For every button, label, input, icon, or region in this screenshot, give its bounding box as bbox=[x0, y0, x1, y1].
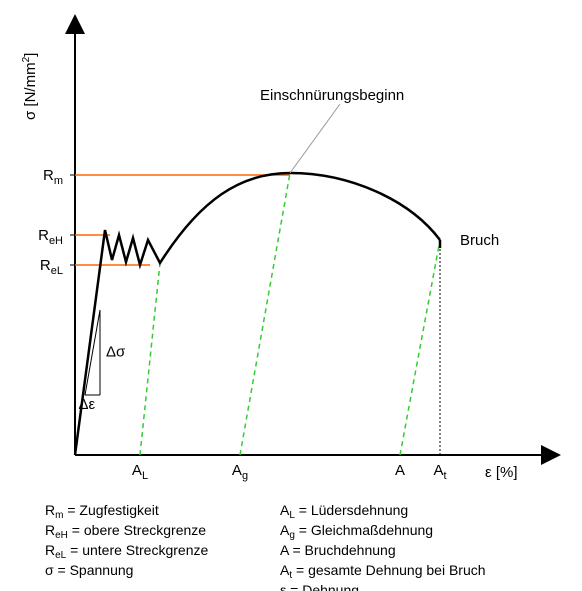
svg-text:σ [N/mm2]: σ [N/mm2] bbox=[21, 53, 39, 120]
svg-text:Δσ: Δσ bbox=[106, 344, 126, 361]
svg-text:Δε: Δε bbox=[79, 396, 96, 413]
svg-text:ReH = obere Streckgrenze: ReH = obere Streckgrenze bbox=[45, 522, 206, 541]
svg-text:A: A bbox=[395, 462, 405, 479]
svg-text:σ = Spannung: σ = Spannung bbox=[45, 562, 133, 578]
stress-strain-curve bbox=[75, 173, 440, 455]
svg-text:Rm = Zugfestigkeit: Rm = Zugfestigkeit bbox=[45, 502, 159, 521]
svg-text:ReL: ReL bbox=[40, 257, 63, 277]
svg-text:Bruch: Bruch bbox=[460, 232, 499, 249]
svg-text:A = Bruchdehnung: A = Bruchdehnung bbox=[280, 542, 396, 558]
svg-text:ReL = untere Streckgrenze: ReL = untere Streckgrenze bbox=[45, 542, 208, 561]
svg-text:AL = Lüdersdehnung: AL = Lüdersdehnung bbox=[280, 502, 408, 521]
svg-text:At: At bbox=[433, 462, 446, 482]
svg-text:AL: AL bbox=[132, 462, 148, 482]
svg-text:ReH: ReH bbox=[38, 227, 63, 247]
svg-text:At = gesamte Dehnung bei Bruch: At = gesamte Dehnung bei Bruch bbox=[280, 562, 486, 581]
svg-text:Ag: Ag bbox=[232, 462, 248, 482]
svg-text:Ag = Gleichmaßdehnung: Ag = Gleichmaßdehnung bbox=[280, 522, 433, 541]
svg-text:Rm: Rm bbox=[43, 167, 63, 187]
svg-text:Einschnürungsbeginn: Einschnürungsbeginn bbox=[260, 87, 404, 104]
svg-text:ε [%]: ε [%] bbox=[485, 464, 518, 481]
svg-text:ε = Dehnung: ε = Dehnung bbox=[280, 582, 359, 591]
